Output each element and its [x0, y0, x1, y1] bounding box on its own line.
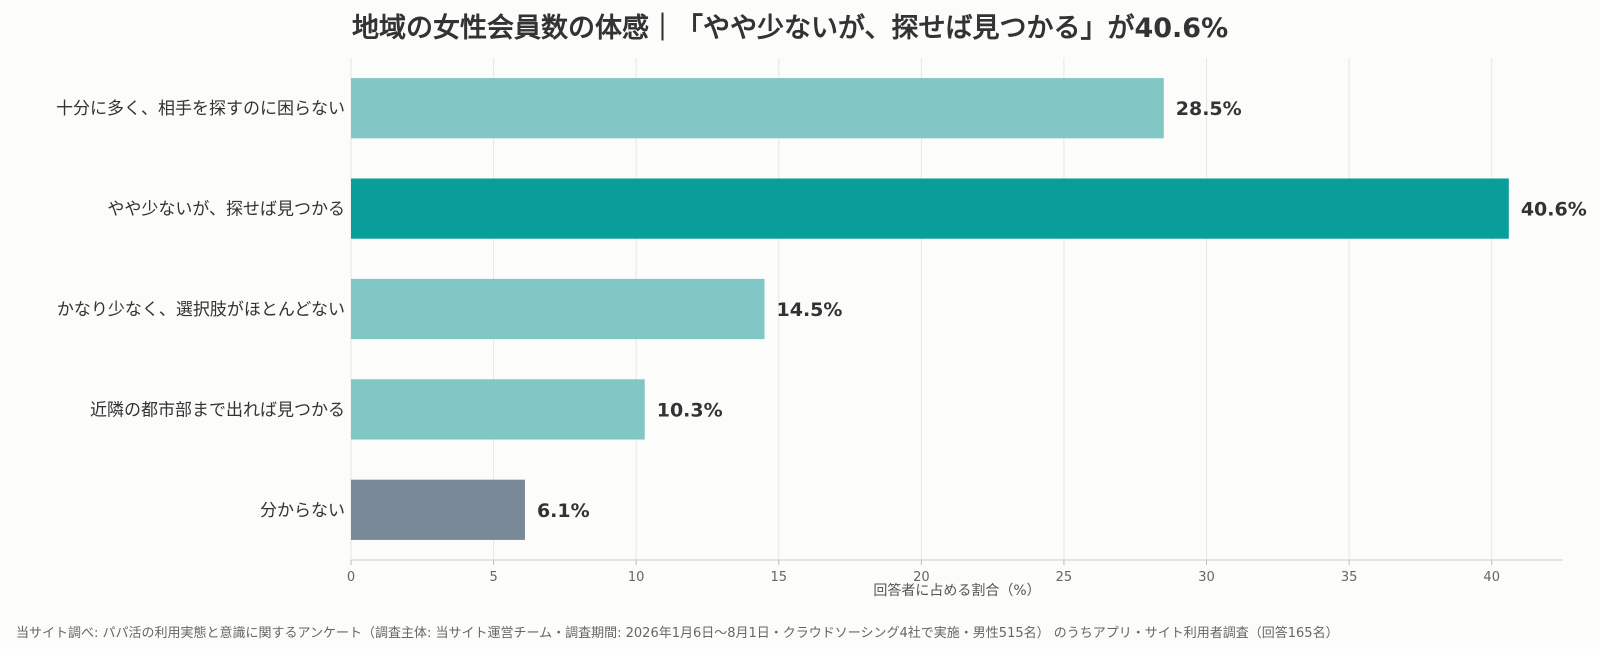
value-label: 40.6%: [1521, 199, 1587, 221]
category-label: やや少ないが、探せば見つかる: [107, 200, 345, 220]
bar: [351, 479, 525, 540]
x-tick-label: 15: [770, 570, 787, 585]
x-tick-label: 30: [1198, 570, 1215, 585]
x-tick-label: 25: [1056, 570, 1073, 585]
value-label: 28.5%: [1176, 98, 1242, 120]
x-tick-label: 5: [489, 570, 497, 585]
bar: [351, 178, 1509, 239]
x-axis-title: 回答者に占める割合（%）: [873, 582, 1040, 599]
bars: 十分に多く、相手を探すのに困らない 28.5% やや少ないが、探せば見つかる 40.6…: [56, 78, 1587, 540]
chart-title: 地域の女性会員数の体感｜「やや少ないが、探せば見つかる」が40.6%: [352, 12, 1228, 44]
value-label: 10.3%: [657, 399, 723, 421]
category-label: かなり少なく、選択肢がほとんどない: [57, 300, 345, 320]
x-tick-label: 10: [628, 570, 645, 585]
value-label: 6.1%: [537, 500, 590, 522]
category-label: 近隣の都市部まで出れば見つかる: [90, 400, 345, 420]
category-label: 十分に多く、相手を探すのに困らない: [56, 99, 345, 119]
x-tick-label: 35: [1341, 570, 1358, 585]
source-note: 当サイト調べ: パパ活の利用実態と意識に関するアンケート（調査主体: 当サイト運…: [16, 625, 1339, 641]
category-label: 分からない: [260, 501, 345, 521]
grid-lines: [350, 58, 1493, 560]
x-tick-label: 0: [347, 570, 355, 585]
bar: [351, 379, 645, 440]
x-tick-label: 40: [1483, 570, 1500, 585]
x-axis: 0 5 10 15 20 25 30 35 40: [347, 559, 1563, 585]
value-label: 14.5%: [777, 299, 843, 321]
x-tick-label: 20: [913, 570, 930, 585]
bar: [351, 78, 1164, 139]
bar: [351, 278, 765, 340]
